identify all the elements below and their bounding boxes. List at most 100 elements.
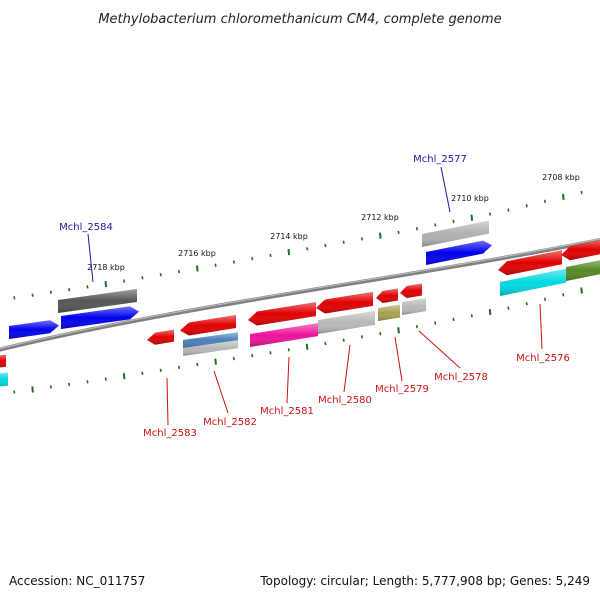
gene-feature-blue-left-2[interactable] [61,306,139,329]
inner-tick-19 [360,335,364,339]
inner-tick-1 [31,386,34,393]
gene-arrow-shading [183,340,238,356]
gene-arrow-shading [400,283,422,298]
gene-feature-steel-2582[interactable] [183,332,238,348]
inner-tick-24 [452,317,455,322]
gene-arrow-shading [402,298,426,315]
outer-tick-19 [360,237,364,241]
gene-arrow-shading [500,268,566,296]
gene-feature-red-2581[interactable] [248,302,316,326]
outer-tick-22 [415,227,418,231]
outer-tick-2 [49,290,52,295]
gene-feature-red-2576-a[interactable] [498,250,562,276]
inner-tick-6 [122,373,126,380]
map-title: Methylobacterium chloromethanicum CM4, c… [98,12,501,27]
gene-label-mchl-2584[interactable]: Mchl_2584 [59,222,113,233]
scale-label-2716: 2716 kbp [178,249,216,258]
outer-tick-12 [232,260,235,264]
outer-tick-5 [104,281,108,288]
outer-tick-28 [525,204,528,208]
scale-label-2714: 2714 kbp [270,232,308,241]
gene-label-mchl-2583[interactable]: Mchl_2583 [143,428,197,439]
outer-tick-14 [269,253,272,258]
inner-tick-21 [397,327,400,334]
gene-feature-blue-right[interactable] [426,240,492,265]
gene-arrow-shading [0,354,6,368]
inner-tick-26 [488,308,492,316]
outer-tick-21 [397,230,400,234]
scale-label-2712: 2712 kbp [361,213,399,222]
gene-feature-dgray-top[interactable] [58,288,137,313]
gene-label-mchl-2578[interactable]: Mchl_2578 [434,372,488,383]
inner-tick-30 [562,293,565,297]
gene-label-mchl-2579[interactable]: Mchl_2579 [375,384,429,395]
outer-tick-0 [13,296,16,300]
inner-tick-9 [177,365,181,370]
inner-tick-23 [434,321,437,325]
inner-tick-3 [68,382,71,387]
gene-feature-lgray-right-top[interactable] [422,220,489,247]
inner-tick-27 [507,306,510,310]
inner-tick-18 [342,338,345,342]
outer-tick-9 [177,269,181,274]
gene-feature-cyan-2576[interactable] [500,268,566,296]
gene-arrow-shading [250,323,318,347]
gene-arrow-shading [378,304,400,321]
inner-tick-12 [232,356,235,361]
gene-label-mchl-2576[interactable]: Mchl_2576 [516,353,570,364]
gene-arrow-shading [183,332,238,348]
gene-feature-olive-2579[interactable] [378,304,400,321]
gene-arrow-shading [180,315,236,336]
gene-feature-red-left-edge[interactable] [0,354,6,368]
outer-tick-4 [86,285,89,289]
gene-feature-lgray-2582[interactable] [183,340,238,356]
inner-tick-20 [379,331,382,336]
inner-tick-13 [251,354,254,358]
gene-arrow-shading [318,310,375,334]
inner-tick-25 [470,314,473,318]
gene-feature-red-2582[interactable] [180,315,236,336]
scale-label-2710: 2710 kbp [451,194,489,203]
outer-tick-16 [306,247,309,251]
outer-tick-15 [287,249,291,256]
gene-label-mchl-2581[interactable]: Mchl_2581 [260,406,314,417]
gene-feature-red-2578[interactable] [400,283,422,298]
inner-tick-8 [159,368,162,372]
gene-label-mchl-2580[interactable]: Mchl_2580 [318,395,372,406]
gene-label-mchl-2577[interactable]: Mchl_2577 [413,154,467,165]
gene-arrow-shading [561,240,600,261]
inner-tick-17 [324,341,327,346]
gene-feature-red-2579[interactable] [376,288,398,303]
gene-feature-blue-left-1[interactable] [9,320,59,339]
gene-feature-red-2583[interactable] [147,329,174,345]
outer-tick-24 [452,219,455,224]
gene-arrow-shading [58,288,137,313]
gene-arrow-shading [248,302,316,326]
inner-tick-7 [141,371,144,375]
gene-feature-magenta-2581[interactable] [250,323,318,347]
outer-tick-18 [342,240,345,244]
gene-feature-green-right[interactable] [566,259,600,281]
inner-tick-16 [305,343,309,350]
gene-feature-red-2580[interactable] [316,291,373,314]
gene-feature-lgray-2580[interactable] [318,310,375,334]
outer-tick-29 [543,199,547,203]
scale-label-2708: 2708 kbp [542,173,580,182]
gene-arrow-shading [316,291,373,314]
gene-feature-lgray-2578[interactable] [402,298,426,315]
gene-feature-cyan-left-edge[interactable] [0,372,8,387]
leader-mchl-2584 [87,233,94,283]
gene-arrow-shading [61,306,139,329]
outer-tick-3 [68,288,71,292]
outer-tick-26 [489,212,492,216]
inner-tick-29 [543,297,547,301]
inner-tick-28 [525,302,528,306]
outer-tick-7 [141,276,144,280]
gene-arrow-shading [566,260,600,281]
inner-tick-15 [287,348,290,352]
gene-feature-red-2576-b[interactable] [561,239,600,261]
gene-label-mchl-2582[interactable]: Mchl_2582 [203,417,257,428]
inner-tick-31 [580,287,583,294]
outer-tick-25 [470,214,474,221]
